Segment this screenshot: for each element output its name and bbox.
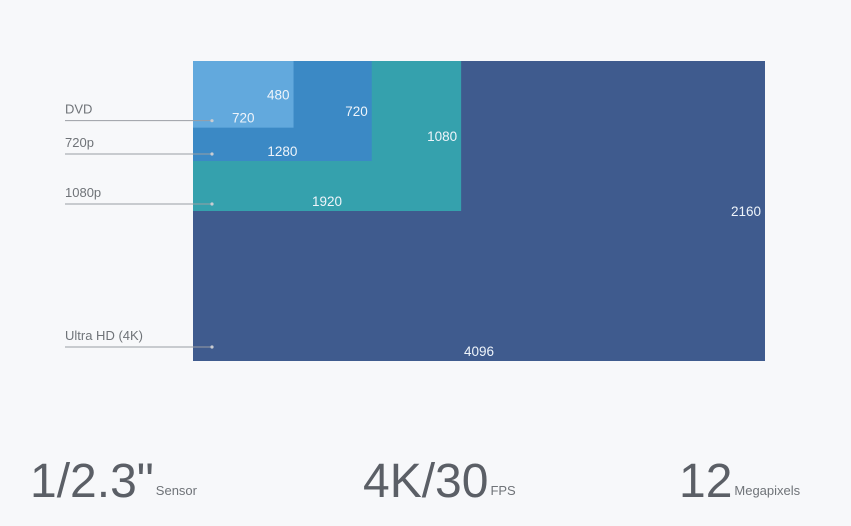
height-label: 480 <box>267 87 290 102</box>
width-label: 720 <box>232 111 255 126</box>
width-label: 1920 <box>312 194 342 209</box>
spec-unit: FPS <box>490 483 516 498</box>
height-label: 2160 <box>731 204 761 219</box>
pointer-dot <box>210 152 214 156</box>
pointer-dot <box>210 202 214 206</box>
resolution-rect <box>193 61 294 128</box>
resolution-name: DVD <box>65 102 92 117</box>
spec-value: 4K/30 <box>363 455 488 508</box>
resolution-name: 720p <box>65 135 94 150</box>
width-label: 4096 <box>464 344 494 359</box>
height-label: 720 <box>345 104 368 119</box>
spec-unit: Sensor <box>156 483 198 498</box>
resolution-name: Ultra HD (4K) <box>65 328 143 343</box>
resolution-name: 1080p <box>65 185 101 200</box>
height-label: 1080 <box>427 129 457 144</box>
spec-value: 1/2.3" <box>30 455 154 508</box>
pointer-dot <box>210 119 214 123</box>
width-label: 1280 <box>267 144 297 159</box>
spec-unit: Megapixels <box>734 483 800 498</box>
spec-value: 12 <box>679 455 732 508</box>
pointer-dot <box>210 345 214 349</box>
